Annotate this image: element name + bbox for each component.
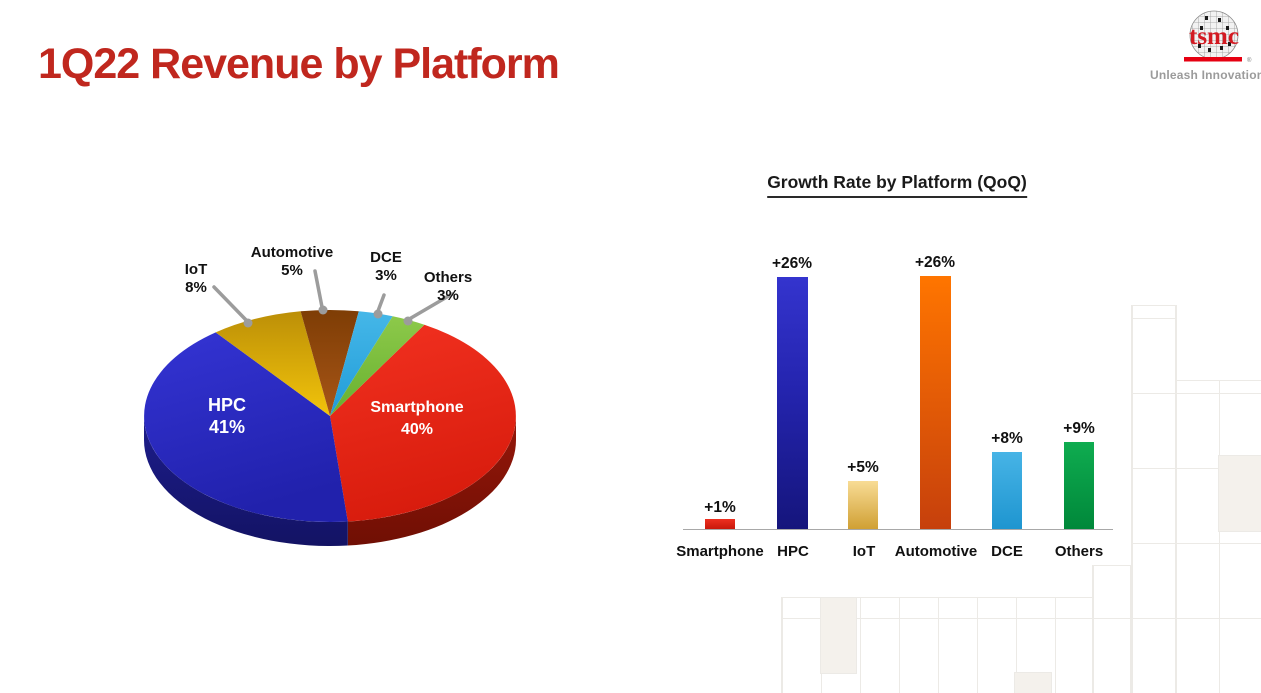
bar-value-others: +9% — [1063, 420, 1095, 437]
watermark-cell — [1218, 455, 1261, 532]
bar-dce — [992, 452, 1022, 529]
x-axis-line — [683, 529, 1113, 530]
bar-others — [1064, 442, 1094, 529]
watermark-grid — [1175, 380, 1261, 693]
bar-iot — [848, 481, 878, 529]
pie-label-smartphone: Smartphone 40% — [370, 397, 463, 441]
tsmc-wafer-icon: tsmc ® — [1184, 10, 1252, 64]
bar-chart-title: Growth Rate by Platform (QoQ) — [767, 172, 1027, 198]
pie-callout-iot: IoT 8% — [185, 261, 208, 297]
pie-callout-automotive-name: Automotive — [250, 244, 334, 261]
bar-cat-smartphone: Smartphone — [676, 543, 764, 560]
svg-text:tsmc: tsmc — [1189, 23, 1239, 50]
watermark-grid — [1131, 305, 1177, 693]
leader-line-dce — [376, 293, 386, 313]
tsmc-logo: tsmc ® Unleash Innovation — [1150, 4, 1261, 82]
bar-value-iot: +5% — [847, 459, 879, 476]
bar-cat-others: Others — [1054, 543, 1104, 560]
pie-callout-others-pct: 3% — [437, 287, 459, 304]
leader-line-iot — [212, 285, 249, 323]
leader-dot-iot — [243, 318, 253, 328]
bar-cat-hpc: HPC — [777, 543, 809, 560]
leader-dot-others — [403, 316, 413, 326]
bar-value-smartphone: +1% — [704, 499, 736, 516]
pie-label-hpc-pct: 41% — [208, 417, 246, 437]
bar-value-automotive: +26% — [914, 254, 956, 271]
pie-slice-automotive — [300, 309, 359, 416]
watermark-grid — [1092, 565, 1131, 693]
pie-callout-iot-pct: 8% — [185, 279, 207, 296]
svg-text:®: ® — [1247, 57, 1252, 64]
pie-callout-dce-pct: 3% — [375, 267, 397, 284]
pie-callout-iot-name: IoT — [184, 261, 208, 278]
pie-label-smartphone-name: Smartphone — [370, 399, 464, 416]
pie-label-hpc: HPC 41% — [208, 394, 246, 438]
pie-label-smartphone-pct: 40% — [400, 421, 434, 438]
watermark-cell — [1014, 672, 1052, 693]
bar-value-dce: +8% — [991, 430, 1023, 447]
leader-dot-dce — [373, 309, 383, 319]
leader-dot-automotive — [318, 305, 328, 315]
logo-tagline: Unleash Innovation — [1150, 68, 1261, 82]
bar-cat-dce: DCE — [991, 543, 1023, 560]
bar-hpc — [777, 277, 808, 529]
pie-callout-others: Others 3% — [424, 269, 472, 305]
pie-callout-others-name: Others — [423, 269, 473, 286]
bar-cat-iot: IoT — [852, 543, 876, 560]
bar-automotive — [920, 276, 951, 529]
pie-callout-dce-name: DCE — [370, 249, 402, 266]
watermark-grid — [781, 597, 1094, 693]
pie-callout-automotive: Automotive 5% — [251, 244, 334, 280]
bar-value-hpc: +26% — [771, 255, 813, 272]
watermark-cell — [820, 597, 857, 674]
pie-label-hpc-name: HPC — [207, 395, 247, 415]
bar-smartphone — [705, 519, 735, 529]
pie-callout-automotive-pct: 5% — [281, 262, 303, 279]
page-title: 1Q22 Revenue by Platform — [38, 40, 560, 88]
bar-cat-automotive: Automotive — [894, 543, 978, 560]
pie-callout-dce: DCE 3% — [370, 249, 402, 285]
